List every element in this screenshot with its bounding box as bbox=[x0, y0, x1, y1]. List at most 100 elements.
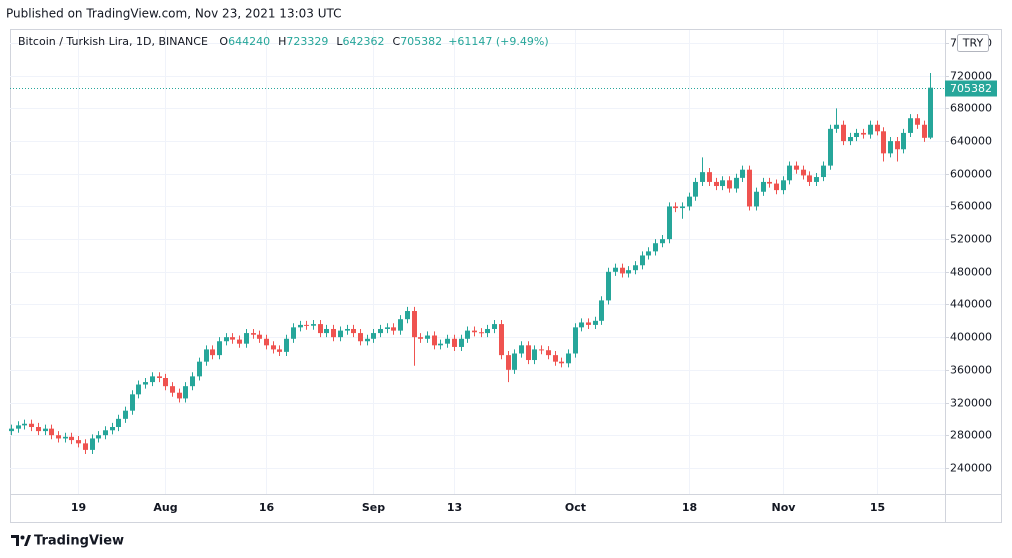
candle-body bbox=[36, 427, 41, 432]
x-tick-label: 15 bbox=[870, 501, 885, 514]
candle-body bbox=[170, 386, 175, 393]
candle-body bbox=[485, 328, 490, 334]
candle-body bbox=[103, 430, 108, 436]
candle-body bbox=[432, 335, 437, 346]
chart-title: Bitcoin / Turkish Lira, 1D, BINANCE bbox=[18, 35, 208, 48]
chart-header: Bitcoin / Turkish Lira, 1D, BINANCE O644… bbox=[18, 35, 549, 48]
candle-body bbox=[539, 349, 544, 351]
x-tick-label: Nov bbox=[772, 501, 797, 514]
candle-body bbox=[895, 141, 900, 150]
candle-body bbox=[358, 333, 363, 342]
candle-body bbox=[928, 87, 933, 138]
candle-body bbox=[640, 255, 645, 266]
change-label: +61147 (+9.49%) bbox=[448, 35, 548, 48]
candle-body bbox=[190, 376, 195, 387]
candle-body bbox=[546, 350, 551, 356]
candle-body bbox=[378, 328, 383, 334]
candle-body bbox=[720, 180, 725, 187]
x-tick-label: Aug bbox=[153, 501, 177, 514]
candle-body bbox=[412, 311, 417, 338]
candle-body bbox=[559, 361, 564, 364]
y-tick-label: 720000 bbox=[950, 70, 992, 83]
x-tick-label: Sep bbox=[362, 501, 385, 514]
y-tick-label: 600000 bbox=[950, 168, 992, 181]
x-tick-label: 13 bbox=[447, 501, 462, 514]
candle-body bbox=[620, 267, 625, 274]
candle-body bbox=[465, 330, 470, 339]
candle-body bbox=[163, 378, 168, 387]
candle-body bbox=[177, 392, 182, 399]
candle-body bbox=[365, 338, 370, 342]
candle-body bbox=[345, 328, 350, 331]
candle-body bbox=[908, 118, 913, 133]
y-tick-label: 400000 bbox=[950, 331, 992, 344]
y-tick-label: 680000 bbox=[950, 102, 992, 115]
x-tick-label: 16 bbox=[259, 501, 275, 514]
candle-body bbox=[740, 169, 745, 178]
candle-body bbox=[472, 330, 477, 333]
candle-body bbox=[747, 169, 752, 207]
candle-body bbox=[801, 169, 806, 176]
candle-body bbox=[566, 353, 571, 364]
ohlc-letter: H bbox=[278, 35, 286, 48]
candle-body bbox=[687, 196, 692, 207]
y-tick-label: 360000 bbox=[950, 364, 992, 377]
ohlc-letter: L bbox=[336, 35, 343, 48]
candle-body bbox=[754, 191, 759, 207]
ohlc-value: 644240 bbox=[228, 35, 270, 48]
candle-body bbox=[371, 333, 376, 339]
candle-body bbox=[693, 181, 698, 197]
candle-body bbox=[90, 438, 95, 450]
candle-body bbox=[136, 384, 141, 395]
candle-body bbox=[452, 338, 457, 347]
x-tick-label: Oct bbox=[565, 501, 586, 514]
candle-body bbox=[667, 206, 672, 240]
candle-body bbox=[96, 435, 101, 439]
footer-brand: TradingView bbox=[34, 534, 124, 549]
candle-body bbox=[49, 428, 54, 436]
candle-body bbox=[43, 428, 48, 432]
candle-body bbox=[284, 338, 289, 352]
candle-body bbox=[445, 338, 450, 344]
candle-body bbox=[204, 349, 209, 362]
candle-body bbox=[150, 376, 155, 383]
candle-body bbox=[318, 324, 323, 334]
candle-body bbox=[257, 334, 262, 339]
y-tick-label: 640000 bbox=[950, 135, 992, 148]
candle-body bbox=[579, 322, 584, 328]
ohlc-value: 642362 bbox=[343, 35, 385, 48]
candle-body bbox=[841, 124, 846, 142]
candle-body bbox=[767, 181, 772, 184]
candle-body bbox=[230, 337, 235, 340]
candle-body bbox=[714, 181, 719, 187]
ohlc-value: 723329 bbox=[286, 35, 328, 48]
last-price-label: 705382 bbox=[950, 82, 992, 95]
ohlc-value: 705382 bbox=[400, 35, 442, 48]
candle-body bbox=[680, 206, 685, 209]
candle-body bbox=[264, 338, 269, 346]
candle-body bbox=[922, 124, 927, 138]
chart-frame bbox=[10, 29, 1002, 523]
candle-body bbox=[573, 327, 578, 354]
candle-body bbox=[9, 428, 14, 432]
candle-body bbox=[425, 335, 430, 339]
candle-body bbox=[157, 376, 162, 378]
y-tick-label: 520000 bbox=[950, 233, 992, 246]
y-tick-label: 440000 bbox=[950, 298, 992, 311]
y-tick-label: 320000 bbox=[950, 397, 992, 410]
y-tick-label: 480000 bbox=[950, 266, 992, 279]
candle-body bbox=[351, 328, 356, 334]
candle-body bbox=[324, 328, 329, 334]
candle-body bbox=[901, 132, 906, 150]
candle-body bbox=[418, 337, 423, 339]
candle-body bbox=[761, 181, 766, 192]
x-tick-label: 19 bbox=[71, 501, 86, 514]
candle-body bbox=[606, 271, 611, 301]
candle-body bbox=[63, 436, 68, 439]
candle-body bbox=[868, 124, 873, 135]
currency-label: TRY bbox=[962, 37, 984, 50]
candle-body bbox=[405, 311, 410, 320]
candle-body bbox=[613, 267, 618, 272]
